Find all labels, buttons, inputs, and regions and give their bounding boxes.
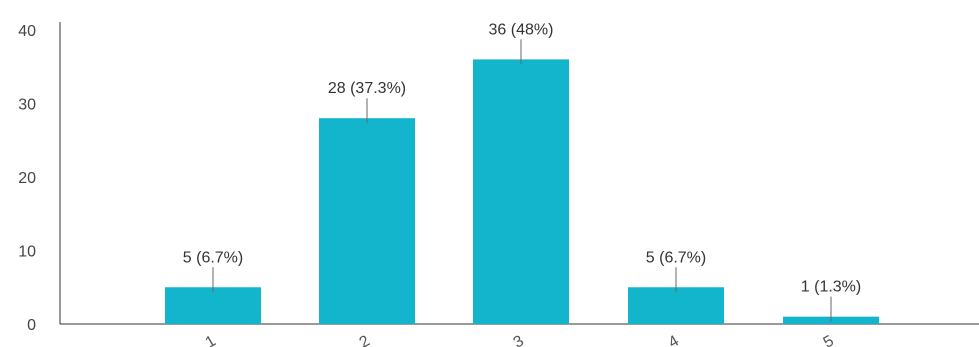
x-tick-label-2: 2: [357, 332, 373, 347]
x-tick-label-5: 5: [821, 332, 837, 347]
y-axis-ticks: 0 10 20 30 40: [18, 23, 36, 334]
data-label-1: 5 (6.7%): [183, 249, 243, 266]
bar-2: [319, 118, 415, 324]
x-tick-label-4: 4: [666, 332, 682, 347]
y-tick-label: 10: [18, 244, 36, 261]
data-label-4: 5 (6.7%): [646, 249, 706, 266]
x-tick-label-1: 1: [203, 332, 219, 347]
bars-group: [165, 59, 879, 325]
bar-3: [473, 59, 569, 325]
y-tick-label: 40: [18, 23, 36, 40]
y-tick-label: 30: [18, 97, 36, 114]
bar-4: [628, 287, 724, 324]
data-labels-group: 5 (6.7%) 28 (37.3%) 36 (48%) 5 (6.7%) 1 (1.3…: [183, 21, 861, 322]
bar-1: [165, 287, 261, 324]
x-tick-label-3: 3: [511, 332, 527, 347]
y-tick-label: 20: [18, 170, 36, 187]
x-axis-ticks: 1 2 3 4 5: [203, 332, 837, 347]
data-label-2: 28 (37.3%): [328, 80, 406, 97]
data-label-5: 1 (1.3%): [801, 279, 861, 296]
data-label-3: 36 (48%): [489, 21, 554, 38]
y-tick-label: 0: [27, 317, 36, 334]
